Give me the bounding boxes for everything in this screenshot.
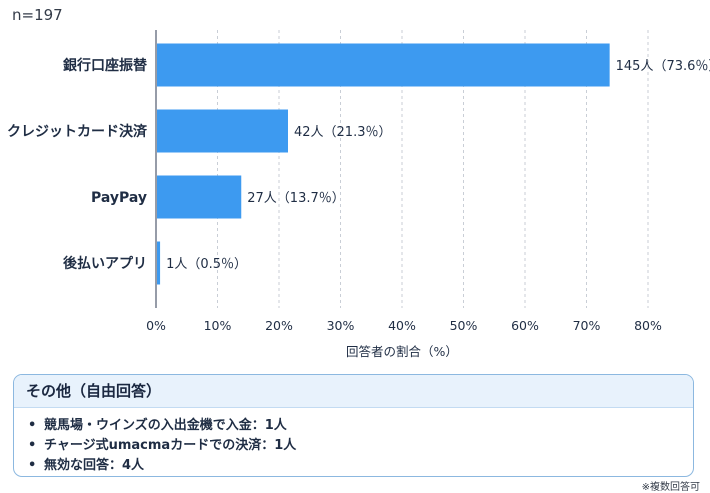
bullet-icon: • — [28, 458, 37, 473]
x-tick-label: 40% — [388, 318, 416, 333]
other-answer-text: 競馬場・ウインズの入出金機で入金：1人 — [44, 418, 287, 433]
bullet-icon: • — [28, 438, 37, 453]
value-label: 1人（0.5％） — [166, 257, 247, 272]
x-axis-title: 回答者の割合（%） — [346, 344, 458, 359]
other-answers-list: • 競馬場・ウインズの入出金機で入金：1人 • チャージ式umacmaカードでの決済… — [14, 408, 693, 476]
other-answer-item: • 無効な回答：4人 — [28, 456, 693, 476]
x-tick-label: 80% — [634, 318, 662, 333]
bars — [157, 43, 610, 285]
value-label: 42人（21.3％） — [294, 125, 392, 140]
bar — [157, 43, 610, 87]
category-label: 銀行口座振替 — [63, 57, 148, 74]
other-answers-box: その他（自由回答） • 競馬場・ウインズの入出金機で入金：1人 • チャージ式uma… — [13, 374, 694, 477]
x-tick-label: 20% — [265, 318, 293, 333]
other-answer-item: • チャージ式umacmaカードでの決済：1人 — [28, 436, 693, 456]
value-labels: 145人（73.6％） 42人（21.3％） 27人（13.7％） 1人（0.5％） — [166, 59, 710, 272]
bar — [157, 175, 242, 219]
x-tick-label: 60% — [511, 318, 539, 333]
other-answer-item: • 競馬場・ウインズの入出金機で入金：1人 — [28, 416, 693, 436]
sample-size-label: n=197 — [12, 6, 63, 24]
category-label: クレジットカード決済 — [7, 123, 148, 140]
other-answers-title: その他（自由回答） — [14, 375, 693, 408]
x-tick-label: 50% — [450, 318, 478, 333]
category-label: PayPay — [91, 190, 147, 206]
category-label: 後払いアプリ — [63, 255, 147, 272]
bar — [157, 109, 288, 153]
x-tick-label: 10% — [204, 318, 232, 333]
bullet-icon: • — [28, 418, 37, 433]
grid-lines — [217, 30, 649, 308]
x-tick-label: 0% — [146, 318, 166, 333]
value-label: 27人（13.7％） — [247, 191, 345, 206]
bar — [157, 241, 161, 285]
footnote: ※複数回答可 — [641, 482, 700, 493]
x-tick-label: 30% — [327, 318, 355, 333]
x-tick-label: 70% — [573, 318, 601, 333]
other-answer-text: チャージ式umacmaカードでの決済：1人 — [44, 438, 297, 453]
x-tick-labels: 0% 10% 20% 30% 40% 50% 60% 70% 80% — [146, 318, 662, 333]
other-answer-text: 無効な回答：4人 — [44, 458, 145, 473]
value-label: 145人（73.6％） — [616, 59, 710, 74]
